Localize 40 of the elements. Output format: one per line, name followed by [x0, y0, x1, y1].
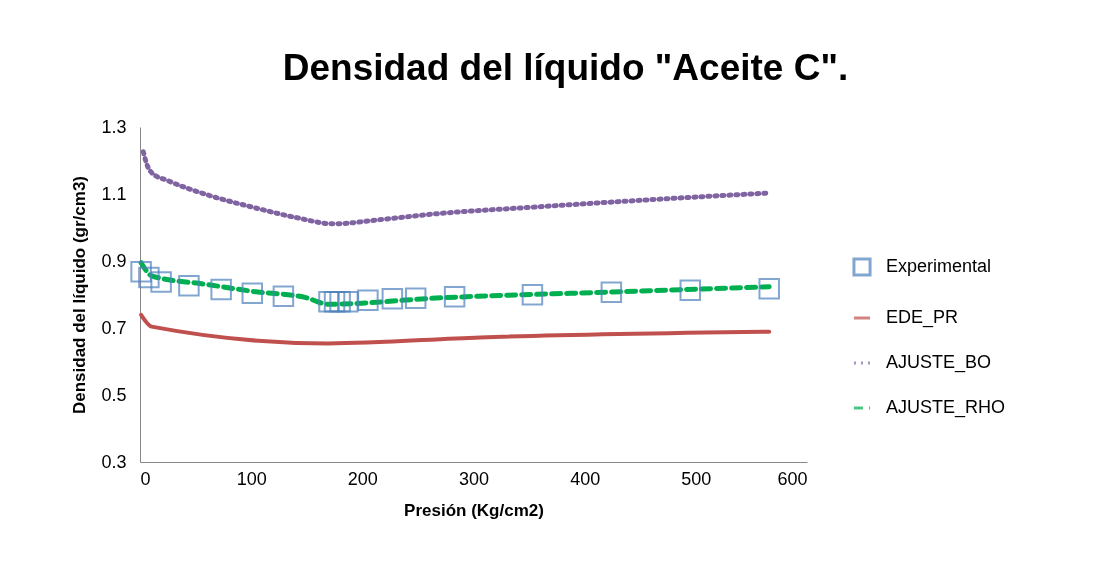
y-tick-label: 1.3: [101, 116, 127, 137]
y-tick-label: 0.9: [101, 250, 127, 271]
x-tick-label: 400: [570, 468, 601, 489]
x-tick-label: 100: [236, 468, 267, 489]
point: [443, 286, 466, 308]
y-tick-label: 0.3: [101, 451, 127, 472]
point: [329, 291, 351, 313]
legend-label: AJUSTE_BO: [886, 352, 992, 373]
point: [241, 282, 264, 304]
point: [138, 266, 160, 289]
x-tick-label: 500: [681, 468, 712, 489]
point: [150, 271, 172, 293]
legend-label: EDE_PR: [886, 307, 959, 328]
x-tick-label: 300: [458, 468, 490, 489]
point: [758, 278, 780, 300]
x-axis-title: Presión (Kg/cm2): [404, 500, 544, 520]
point: [178, 275, 200, 297]
x-tick-label: 600: [777, 468, 808, 489]
point: [130, 260, 152, 283]
point: [318, 291, 340, 313]
chart-title: Densidad del líquido "Aceite C".: [282, 47, 849, 88]
y-tick-label: 0.5: [101, 384, 127, 405]
point: [323, 291, 346, 313]
y-tick-label: 0.7: [101, 317, 127, 338]
y-tick-label: 1.1: [101, 183, 127, 204]
point: [679, 279, 702, 301]
point: [521, 284, 544, 306]
point: [210, 278, 232, 301]
legend-label: Experimental: [886, 256, 992, 276]
y-axis-title: Densidad del líquido (gr/cm3): [70, 175, 90, 415]
point: [381, 288, 404, 310]
line-series: [139, 312, 772, 346]
point: [272, 285, 295, 307]
point: [357, 289, 379, 311]
legend-label: AJUSTE_RHO: [886, 397, 1006, 418]
point: [404, 287, 427, 309]
x-tick-label: 0: [140, 468, 151, 489]
point: [600, 281, 623, 303]
x-tick-label: 200: [347, 468, 378, 489]
point: [337, 291, 359, 313]
